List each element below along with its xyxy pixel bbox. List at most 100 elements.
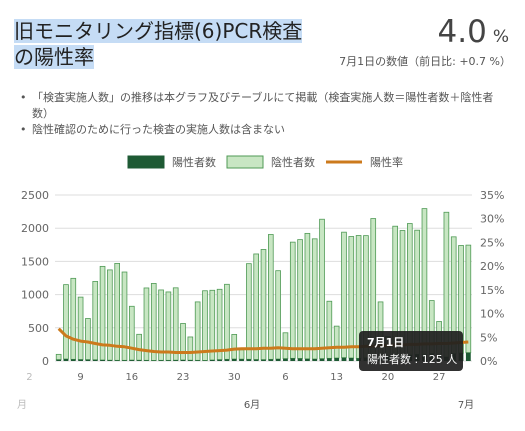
negative-bar	[172, 287, 179, 361]
negative-bar	[85, 318, 91, 361]
tooltip-body: 陽性者数 : 125 人	[367, 352, 457, 366]
y-right-tick-label: 10%	[480, 308, 504, 321]
legend-swatch	[226, 155, 264, 169]
positive-bar	[312, 359, 318, 361]
positive-bar	[319, 358, 325, 361]
negative-bar	[348, 236, 355, 359]
positive-bar	[217, 359, 223, 361]
notes-list: • 「検査実施人数」の推移は本グラフ及びテーブルにて掲載（検査実施人数＝陽性者数＋…	[20, 90, 508, 138]
positive-bar	[246, 359, 252, 361]
positive-bar	[56, 359, 62, 361]
negative-bar	[77, 296, 84, 360]
positive-bar	[253, 359, 259, 361]
x-tick-label: 16	[125, 372, 138, 383]
y-right-tick-label: 5%	[480, 331, 497, 344]
positive-bar	[209, 360, 215, 361]
x-month-label: 7月	[458, 399, 474, 411]
negative-bar	[92, 281, 99, 361]
positive-bar	[326, 358, 332, 361]
legend-label: 陰性者数	[271, 155, 315, 169]
y-right-tick-label: 35%	[480, 189, 504, 202]
bullet-icon: •	[20, 123, 27, 136]
positive-bar	[187, 360, 193, 361]
positive-bar	[224, 359, 230, 361]
positive-bar	[341, 357, 347, 361]
positive-bar	[173, 360, 179, 361]
positive-bar	[290, 358, 296, 361]
bullet-icon: •	[20, 91, 27, 104]
positive-bar	[283, 358, 288, 361]
negative-bar	[158, 289, 164, 361]
y-right-tick-label: 25%	[480, 236, 504, 249]
legend-label: 陽性者数	[172, 155, 216, 169]
negative-bar	[238, 349, 245, 360]
rate-date-change: 7月1日の数値（前日比: +0.7 %）	[339, 55, 511, 68]
y-left-tick-label: 2500	[21, 189, 49, 202]
positive-bar	[107, 360, 113, 361]
negative-bar	[311, 238, 318, 360]
positive-bar	[356, 358, 362, 361]
y-left-tick-label: 1000	[21, 289, 49, 302]
x-month-label: 月	[17, 399, 27, 411]
positive-bar	[202, 360, 208, 361]
negative-bar	[55, 353, 62, 361]
y-left-tick-label: 2000	[21, 222, 49, 235]
x-tick-label: 23	[177, 372, 190, 383]
x-tick-label: 6	[282, 372, 288, 383]
positive-bar	[122, 360, 127, 361]
positive-bar	[465, 352, 471, 361]
positive-bar	[63, 359, 69, 361]
negative-bar	[187, 336, 194, 361]
negative-bar	[326, 300, 333, 359]
negative-bar	[253, 253, 259, 360]
x-tick-label: 30	[228, 372, 241, 383]
negative-bar	[333, 325, 340, 359]
positive-bar	[114, 360, 120, 361]
negative-bar	[246, 263, 252, 360]
page-title: 旧モニタリング指標(6)PCR検査の陽性率	[14, 19, 303, 69]
negative-bar	[165, 291, 172, 361]
positive-bar	[304, 358, 310, 361]
positive-bar	[92, 359, 98, 361]
tooltip-box	[359, 331, 463, 371]
y-left-tick-label: 0	[42, 355, 49, 368]
negative-bar	[150, 283, 157, 361]
negative-bar	[224, 283, 230, 360]
x-tick-label: 2	[26, 372, 32, 383]
positive-bar	[165, 360, 171, 361]
legend-label: 陽性率	[370, 155, 403, 169]
y-right-tick-label: 15%	[480, 284, 504, 297]
negative-bar	[465, 244, 472, 354]
negative-bar	[268, 234, 274, 360]
y-right-tick-label: 0%	[480, 355, 497, 368]
title-block: 旧モニタリング指標(6)PCR検査の陽性率	[14, 18, 306, 70]
y-right-tick-label: 30%	[480, 213, 504, 226]
negative-bar	[107, 269, 113, 361]
legend-swatch	[127, 155, 165, 169]
y-left-tick-label: 1500	[21, 255, 49, 268]
positive-bar	[78, 359, 84, 361]
positive-bar	[195, 360, 201, 361]
positive-bar	[348, 358, 354, 361]
x-tick-label: 27	[433, 372, 446, 383]
x-tick-label: 13	[330, 372, 343, 383]
positive-bar	[268, 359, 274, 361]
positive-bar	[239, 359, 244, 361]
positivity-chart: 陽性者数 陰性者数 陽性率 0 500 1000 1500 2000 2500 0% 5% 10% 15…	[17, 155, 504, 411]
positive-bar	[85, 359, 91, 361]
positive-bar	[144, 360, 149, 361]
negative-bar	[70, 277, 77, 360]
positive-bar	[158, 360, 164, 361]
negative-bar	[319, 218, 325, 360]
positive-bar	[151, 360, 157, 361]
positive-bar	[231, 359, 237, 361]
negative-bar	[231, 334, 238, 360]
negative-bar	[341, 231, 347, 359]
negative-bar	[304, 232, 311, 360]
y-left-tick-label: 500	[28, 322, 49, 335]
positive-bar	[70, 359, 76, 361]
positive-bar	[297, 358, 303, 361]
negative-bar	[297, 239, 303, 359]
negative-bar	[136, 333, 142, 361]
negative-bar	[282, 332, 289, 360]
